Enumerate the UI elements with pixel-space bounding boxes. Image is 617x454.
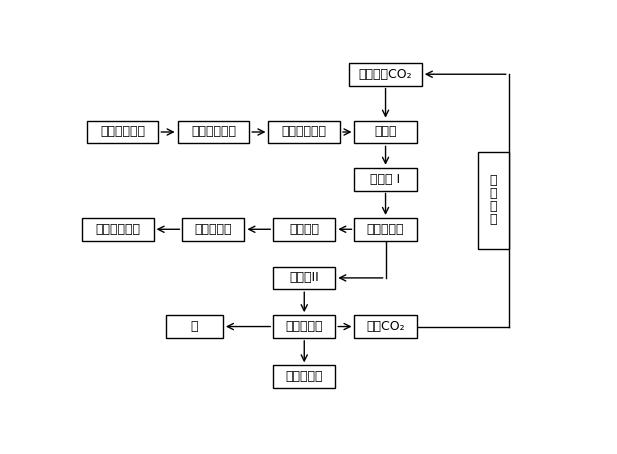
Text: 气
液
转
换: 气 液 转 换 [489, 174, 497, 227]
Text: 气态CO₂: 气态CO₂ [366, 320, 405, 333]
FancyBboxPatch shape [86, 121, 159, 143]
Text: 粉碎山核桃仁: 粉碎山核桃仁 [282, 125, 327, 138]
Text: 萃取釜: 萃取釜 [375, 125, 397, 138]
FancyBboxPatch shape [478, 152, 508, 249]
FancyBboxPatch shape [82, 218, 154, 241]
Text: 萃取介质CO₂: 萃取介质CO₂ [358, 68, 412, 81]
Text: 混合物II: 混合物II [289, 271, 319, 284]
FancyBboxPatch shape [273, 218, 336, 241]
FancyBboxPatch shape [268, 121, 340, 143]
FancyBboxPatch shape [178, 121, 249, 143]
Text: 高速离心机: 高速离心机 [194, 223, 232, 236]
Text: 核桃壳仁分离: 核桃壳仁分离 [100, 125, 145, 138]
FancyBboxPatch shape [273, 315, 336, 338]
Text: 混合物 I: 混合物 I [370, 173, 400, 186]
FancyBboxPatch shape [273, 266, 336, 289]
Text: 山核桃油: 山核桃油 [289, 223, 319, 236]
FancyBboxPatch shape [183, 218, 244, 241]
Text: 水: 水 [191, 320, 198, 333]
Text: 挑选山核桃仁: 挑选山核桃仁 [191, 125, 236, 138]
Text: 山核桃仁渣: 山核桃仁渣 [286, 370, 323, 383]
FancyBboxPatch shape [273, 365, 336, 388]
FancyBboxPatch shape [354, 218, 416, 241]
FancyBboxPatch shape [354, 315, 416, 338]
FancyBboxPatch shape [354, 121, 416, 143]
Text: 油液分离器: 油液分离器 [366, 223, 404, 236]
FancyBboxPatch shape [354, 168, 416, 191]
FancyBboxPatch shape [349, 63, 422, 86]
Text: 水气分离器: 水气分离器 [286, 320, 323, 333]
Text: 精制山核桃油: 精制山核桃油 [95, 223, 140, 236]
FancyBboxPatch shape [165, 315, 223, 338]
